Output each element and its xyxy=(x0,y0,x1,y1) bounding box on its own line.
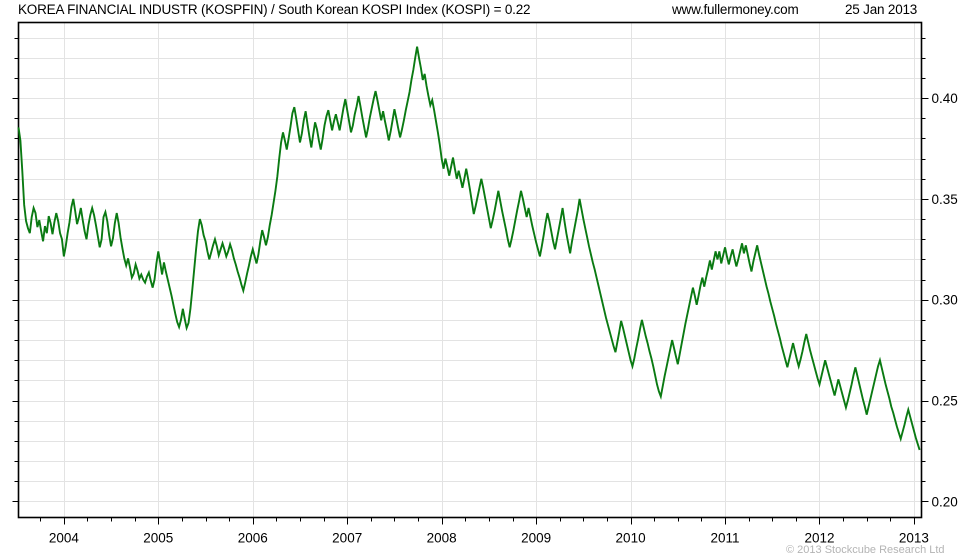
gridlines xyxy=(18,22,922,518)
source-website: www.fullermoney.com xyxy=(672,2,799,17)
svg-text:2005: 2005 xyxy=(143,531,173,546)
svg-text:0.35: 0.35 xyxy=(932,192,958,207)
svg-text:0.40: 0.40 xyxy=(932,91,958,106)
svg-text:0.30: 0.30 xyxy=(932,293,958,308)
svg-text:2004: 2004 xyxy=(49,531,80,546)
svg-text:2011: 2011 xyxy=(711,531,740,546)
svg-text:2009: 2009 xyxy=(521,531,551,546)
svg-text:2012: 2012 xyxy=(804,531,834,546)
minor-ticks xyxy=(12,38,929,525)
series-line xyxy=(17,46,921,451)
svg-text:2010: 2010 xyxy=(616,531,646,546)
x-axis-labels: 2004 2005 2006 2007 2008 2009 2010 2011 2012 2013 xyxy=(49,531,929,546)
copyright-notice: © 2013 Stockcube Research Ltd xyxy=(786,544,945,556)
svg-text:2013: 2013 xyxy=(899,531,929,546)
svg-text:2006: 2006 xyxy=(238,531,268,546)
svg-text:2007: 2007 xyxy=(332,531,362,546)
svg-text:0.25: 0.25 xyxy=(932,394,958,409)
chart-title: KOREA FINANCIAL INDUSTR (KOSPFIN) / Sout… xyxy=(18,2,531,17)
svg-text:2008: 2008 xyxy=(427,531,457,546)
chart-date: 25 Jan 2013 xyxy=(845,2,918,17)
y-axis-labels: 0.40 0.35 0.30 0.25 0.20 xyxy=(932,91,958,509)
plot-frame xyxy=(17,21,923,519)
svg-text:0.20: 0.20 xyxy=(932,494,958,509)
